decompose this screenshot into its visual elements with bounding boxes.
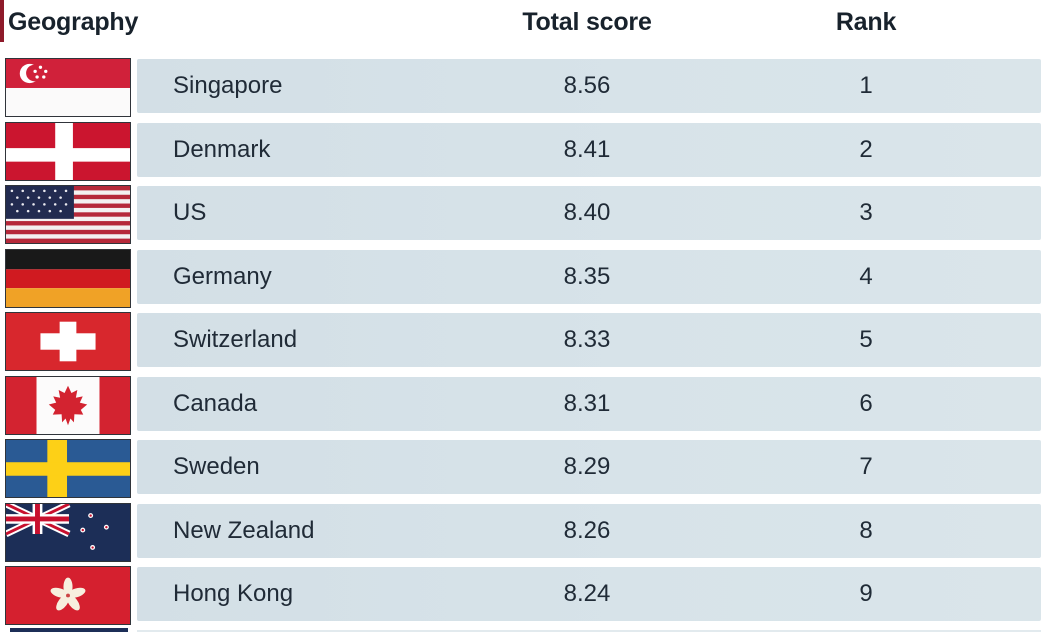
table-row: Denmark 8.41 2 [0, 122, 1041, 183]
next-row-flag-sliver [10, 628, 128, 632]
row-band: US 8.40 3 [137, 186, 1041, 240]
score-value: 8.35 [563, 263, 611, 290]
country-label: New Zealand [173, 517, 315, 544]
rank-value: 4 [859, 263, 873, 290]
row-band: Hong Kong 8.24 9 [137, 567, 1041, 621]
rank-value: 2 [859, 136, 873, 163]
next-row-band-sliver [137, 630, 1041, 632]
table-row: US 8.40 3 [0, 185, 1041, 246]
column-header-total-score: Total score [522, 8, 652, 36]
table-row: Hong Kong 8.24 9 [0, 566, 1041, 627]
canada-flag-icon [5, 376, 131, 435]
denmark-flag-icon [5, 122, 131, 181]
score-value: 8.31 [563, 390, 611, 417]
row-band: Canada 8.31 6 [137, 377, 1041, 431]
score-value: 8.33 [563, 326, 611, 353]
score-value: 8.40 [563, 199, 611, 226]
rank-value: 9 [859, 580, 873, 607]
row-band: Denmark 8.41 2 [137, 123, 1041, 177]
table-row: Germany 8.35 4 [0, 249, 1041, 310]
rank-value: 1 [859, 72, 873, 99]
table-row: Sweden 8.29 7 [0, 439, 1041, 500]
switzerland-flag-icon [5, 312, 131, 371]
column-header-geography: Geography [8, 8, 139, 36]
table-row: Switzerland 8.33 5 [0, 312, 1041, 373]
new-zealand-flag-icon [5, 503, 131, 562]
country-label: Switzerland [173, 326, 298, 353]
hong-kong-flag-icon [5, 566, 131, 625]
country-label: US [173, 199, 207, 226]
table-row: Singapore 8.56 1 [0, 58, 1041, 119]
country-label: Canada [173, 390, 258, 417]
country-label: Denmark [173, 136, 271, 163]
rank-value: 6 [859, 390, 873, 417]
rank-value: 5 [859, 326, 873, 353]
table-row: New Zealand 8.26 8 [0, 503, 1041, 564]
us-flag-icon [5, 185, 131, 244]
score-value: 8.26 [563, 517, 611, 544]
row-band: Switzerland 8.33 5 [137, 313, 1041, 367]
singapore-flag-icon [5, 58, 131, 117]
rank-value: 8 [859, 517, 873, 544]
country-label: Hong Kong [173, 580, 294, 607]
score-value: 8.29 [563, 453, 611, 480]
country-label: Germany [173, 263, 272, 290]
rank-value: 3 [859, 199, 873, 226]
rank-value: 7 [859, 453, 873, 480]
row-band: Sweden 8.29 7 [137, 440, 1041, 494]
row-band: Singapore 8.56 1 [137, 59, 1041, 113]
score-value: 8.56 [563, 72, 611, 99]
score-value: 8.41 [563, 136, 611, 163]
germany-flag-icon [5, 249, 131, 308]
row-band: Germany 8.35 4 [137, 250, 1041, 304]
table-row: Canada 8.31 6 [0, 376, 1041, 437]
sweden-flag-icon [5, 439, 131, 498]
country-label: Singapore [173, 72, 283, 99]
country-label: Sweden [173, 453, 260, 480]
row-band: New Zealand 8.26 8 [137, 504, 1041, 558]
left-edge-flag-sliver [0, 0, 4, 42]
column-header-rank: Rank [835, 8, 897, 36]
score-value: 8.24 [563, 580, 611, 607]
